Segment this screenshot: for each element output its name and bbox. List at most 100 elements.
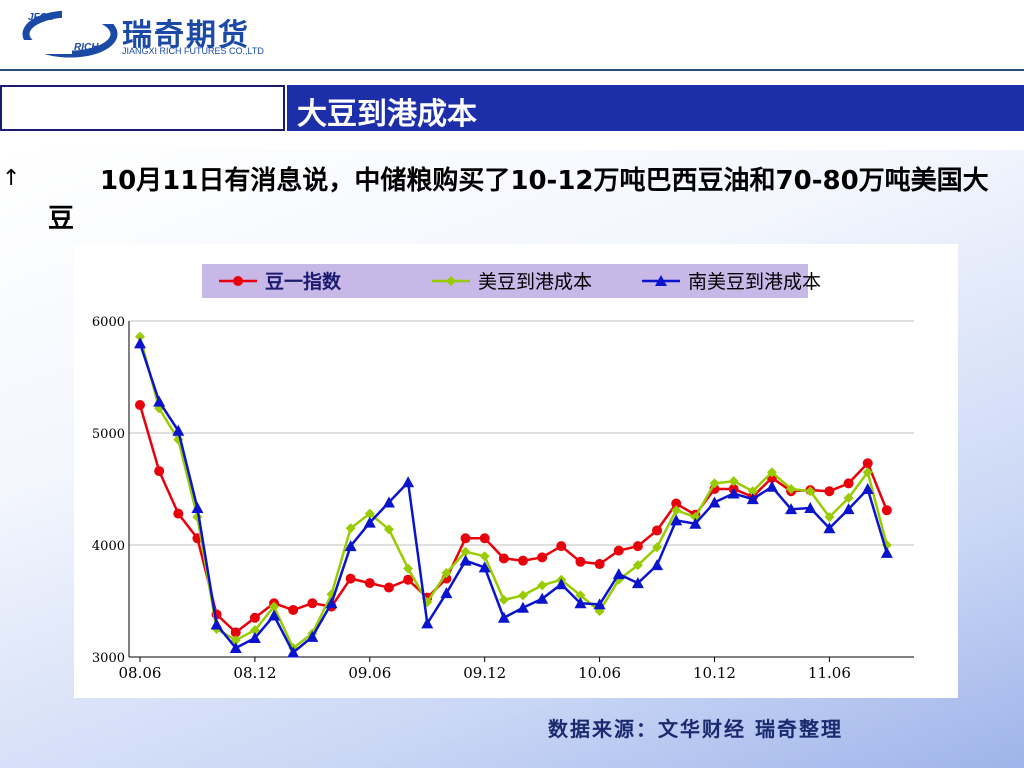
data-point-series-3 bbox=[287, 646, 300, 658]
data-point-series-2 bbox=[135, 331, 145, 342]
data-point-series-3 bbox=[708, 496, 721, 508]
data-point-series-1 bbox=[881, 505, 892, 516]
data-point-series-3 bbox=[765, 480, 778, 492]
data-point-series-2 bbox=[843, 492, 854, 503]
data-point-series-3 bbox=[593, 598, 606, 610]
y-tick-label: 5000 bbox=[92, 427, 125, 442]
data-point-series-3 bbox=[842, 503, 855, 515]
data-point-series-3 bbox=[210, 618, 223, 630]
legend-label: 南美豆到港成本 bbox=[688, 271, 821, 293]
legend-box bbox=[202, 264, 808, 298]
data-point-series-3 bbox=[670, 514, 683, 526]
data-point-series-3 bbox=[248, 631, 261, 643]
data-point-series-2 bbox=[518, 590, 528, 601]
data-point-series-1 bbox=[652, 525, 663, 536]
data-point-series-3 bbox=[574, 597, 587, 609]
company-subtitle: JIANGXI RICH FUTURES CO.,LTD bbox=[122, 46, 264, 56]
data-point-series-3 bbox=[861, 483, 874, 494]
data-point-series-3 bbox=[612, 568, 625, 580]
data-point-series-2 bbox=[364, 508, 375, 519]
data-point-series-2 bbox=[326, 589, 337, 600]
series-line-2 bbox=[138, 336, 889, 650]
logo-rich-text: RICH bbox=[74, 42, 99, 53]
data-point-series-3 bbox=[229, 642, 242, 654]
data-point-series-1 bbox=[383, 582, 394, 593]
data-point-series-1 bbox=[556, 541, 567, 552]
data-point-series-1 bbox=[345, 573, 356, 584]
data-point-series-2 bbox=[613, 574, 624, 585]
data-point-series-2 bbox=[479, 551, 490, 562]
data-point-series-3 bbox=[459, 554, 472, 566]
data-point-series-2 bbox=[537, 580, 548, 591]
data-point-series-3 bbox=[306, 630, 319, 642]
data-point-series-3 bbox=[497, 611, 510, 623]
data-point-series-2 bbox=[766, 467, 777, 478]
data-point-series-2 bbox=[460, 546, 471, 557]
data-point-series-3 bbox=[880, 546, 893, 558]
data-point-series-2 bbox=[403, 563, 414, 574]
data-point-series-3 bbox=[804, 502, 817, 514]
x-tick-label: 08.12 bbox=[233, 664, 276, 682]
data-point-series-1 bbox=[575, 556, 586, 567]
data-point-series-1 bbox=[460, 533, 471, 544]
bullet-arrow-icon: ↑ bbox=[2, 166, 21, 191]
company-logo: JFCO RICH 瑞奇期货 JIANGXI RICH FUTURES CO.,… bbox=[22, 6, 272, 62]
data-point-series-2 bbox=[230, 635, 241, 646]
series-line-3 bbox=[138, 343, 888, 655]
data-point-series-1 bbox=[862, 458, 873, 469]
logo-jfco-text: JFCO bbox=[28, 12, 55, 23]
data-point-series-2 bbox=[747, 486, 758, 497]
data-point-series-1 bbox=[594, 559, 605, 570]
data-point-series-1 bbox=[632, 541, 643, 552]
data-point-series-1 bbox=[307, 598, 318, 609]
data-point-series-1 bbox=[173, 508, 184, 519]
data-point-series-3 bbox=[478, 561, 491, 573]
data-point-series-1 bbox=[288, 604, 299, 615]
data-point-series-1 bbox=[403, 574, 414, 585]
data-point-series-2 bbox=[269, 601, 280, 612]
line-chart: 3000 4000 5000 6000 08.06 08.12 09.06 09.12 10.0… bbox=[92, 264, 914, 682]
data-point-series-1 bbox=[537, 552, 548, 563]
data-point-series-2 bbox=[805, 486, 816, 497]
data-point-series-3 bbox=[651, 559, 664, 571]
data-point-series-2 bbox=[728, 476, 739, 487]
data-point-series-3 bbox=[517, 601, 529, 613]
data-point-series-3 bbox=[325, 597, 338, 609]
data-point-series-2 bbox=[345, 523, 356, 534]
slide-title: 大豆到港成本 bbox=[297, 97, 477, 132]
title-left-box bbox=[0, 85, 285, 131]
data-point-series-3 bbox=[363, 516, 376, 528]
data-point-series-2 bbox=[154, 403, 165, 414]
data-point-series-2 bbox=[709, 478, 720, 489]
data-point-series-3 bbox=[382, 496, 395, 508]
logo-swoosh-icon bbox=[22, 10, 122, 58]
company-name: 瑞奇期货 bbox=[122, 18, 250, 53]
data-point-series-3 bbox=[402, 476, 415, 488]
x-tick-label: 09.06 bbox=[348, 664, 391, 682]
chart-area: 3000 4000 5000 6000 08.06 08.12 09.06 09.12 10.0… bbox=[74, 244, 958, 698]
data-point-series-3 bbox=[440, 587, 453, 599]
x-tick-label: 10.06 bbox=[578, 664, 621, 682]
data-point-series-3 bbox=[785, 503, 798, 515]
x-tick-label: 08.06 bbox=[119, 664, 162, 682]
data-point-series-3 bbox=[631, 577, 644, 589]
data-point-series-2 bbox=[498, 594, 509, 605]
data-point-series-3 bbox=[153, 395, 166, 407]
data-point-series-1 bbox=[479, 533, 490, 544]
data-point-series-3 bbox=[268, 609, 281, 621]
data-source-note: 数据来源：文华财经 瑞奇整理 bbox=[548, 717, 843, 741]
header-divider bbox=[0, 69, 1024, 71]
y-tick-label: 4000 bbox=[92, 539, 125, 554]
legend-marker bbox=[233, 276, 243, 286]
data-point-series-1 bbox=[671, 498, 682, 509]
data-point-series-3 bbox=[746, 493, 759, 505]
data-point-series-1 bbox=[824, 486, 835, 497]
x-tick-label: 09.12 bbox=[463, 664, 506, 682]
legend-label: 美豆到港成本 bbox=[478, 271, 592, 293]
slide-header: JFCO RICH 瑞奇期货 JIANGXI RICH FUTURES CO.,… bbox=[0, 0, 1024, 68]
data-point-series-1 bbox=[154, 466, 165, 477]
data-point-series-1 bbox=[249, 612, 260, 623]
data-point-series-3 bbox=[172, 424, 185, 436]
data-point-series-3 bbox=[191, 502, 204, 514]
data-point-series-1 bbox=[613, 545, 624, 556]
